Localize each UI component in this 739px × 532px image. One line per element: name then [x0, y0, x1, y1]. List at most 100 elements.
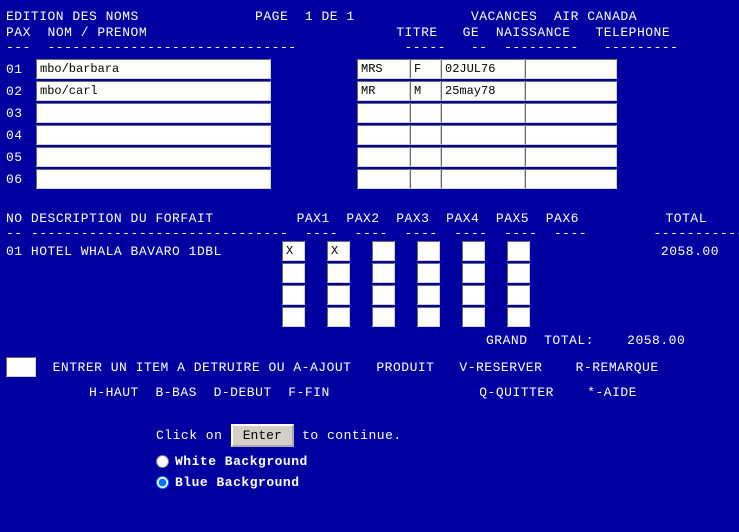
forfait-dashes: -- ------------------------------- ---- …	[6, 226, 733, 240]
header-line-1: EDITION DES NOMS PAGE 1 DE 1 VACANCES AI…	[6, 8, 733, 24]
pax-name-input[interactable]	[36, 125, 271, 145]
pax-titre-input[interactable]	[357, 81, 410, 101]
page-of: DE	[322, 9, 339, 24]
pax-naissance-input[interactable]	[441, 59, 525, 79]
cmd-v-reserver: V-RESERVER	[459, 360, 542, 375]
pax-telephone-input[interactable]	[525, 147, 617, 167]
pax-telephone-input[interactable]	[525, 169, 617, 189]
pax-naissance-input[interactable]	[441, 81, 525, 101]
forfait-pax6-input[interactable]	[507, 307, 530, 327]
forfait-pax1-input[interactable]	[282, 307, 305, 327]
page-label: PAGE	[255, 9, 288, 24]
enter-button[interactable]: Enter	[231, 424, 294, 447]
pax-ge-input[interactable]	[410, 147, 441, 167]
command-area: ENTRER UN ITEM A DETRUIRE OU A-AJOUT PRO…	[6, 356, 733, 400]
pax-number: 05	[6, 150, 36, 165]
pax-telephone-input[interactable]	[525, 59, 617, 79]
cmd-star-aide: *-AIDE	[587, 385, 637, 400]
pax-titre-input[interactable]	[357, 147, 410, 167]
passenger-row: 05	[6, 146, 733, 168]
forfait-pax6-input[interactable]	[507, 241, 530, 261]
forfait-pax2-input[interactable]	[327, 241, 350, 261]
col-pax: PAX	[6, 25, 31, 40]
passenger-grid: 01 02 0304 05 06	[6, 58, 733, 190]
forfait-pax3-input[interactable]	[372, 307, 395, 327]
forfait-pax4-input[interactable]	[417, 263, 440, 283]
blue-bg-radio[interactable]	[156, 476, 169, 489]
brand-right: AIR CANADA	[554, 9, 637, 24]
grand-total-value: 2058.00	[627, 333, 685, 348]
pax-ge-input[interactable]	[410, 59, 441, 79]
passenger-row: 03	[6, 102, 733, 124]
pax-telephone-input[interactable]	[525, 125, 617, 145]
pax-name-input[interactable]	[36, 169, 271, 189]
passenger-row: 06	[6, 168, 733, 190]
cmd-q-quitter: Q-QUITTER	[479, 385, 554, 400]
pax-titre-input[interactable]	[357, 103, 410, 123]
forfait-pax1-input[interactable]	[282, 263, 305, 283]
forfait-pax1-input[interactable]	[282, 285, 305, 305]
forfait-pax6-input[interactable]	[507, 285, 530, 305]
pax-naissance-input[interactable]	[441, 125, 525, 145]
passenger-row: 01	[6, 58, 733, 80]
passenger-row: 04	[6, 124, 733, 146]
pax-name-input[interactable]	[36, 147, 271, 167]
pax-ge-input[interactable]	[410, 81, 441, 101]
passenger-row: 02	[6, 80, 733, 102]
to-continue-label: to continue.	[302, 428, 402, 443]
pax-ge-input[interactable]	[410, 169, 441, 189]
page-total: 1	[346, 9, 354, 24]
pax-naissance-input[interactable]	[441, 147, 525, 167]
col-naissance: NAISSANCE	[496, 25, 571, 40]
pax-telephone-input[interactable]	[525, 81, 617, 101]
pax-name-input[interactable]	[36, 81, 271, 101]
cmd-a-ajout: A-AJOUT	[293, 360, 351, 375]
forfait-pax3-input[interactable]	[372, 285, 395, 305]
pax-name-input[interactable]	[36, 103, 271, 123]
col-titre: TITRE	[396, 25, 438, 40]
pax-ge-input[interactable]	[410, 103, 441, 123]
forfait-pax3-input[interactable]	[372, 263, 395, 283]
forfait-hdr-pax3: PAX3	[396, 211, 429, 226]
forfait-hdr-pax1: PAX1	[297, 211, 330, 226]
pax-ge-input[interactable]	[410, 125, 441, 145]
forfait-pax4-input[interactable]	[417, 307, 440, 327]
pax-naissance-input[interactable]	[441, 169, 525, 189]
forfait-pax5-input[interactable]	[462, 285, 485, 305]
cmd-entrer: ENTRER UN ITEM A DETRUIRE OU	[53, 360, 285, 375]
forfait-pax2-input[interactable]	[327, 285, 350, 305]
footer: Click on Enter to continue. White Backgr…	[6, 422, 733, 490]
title-left: EDITION DES NOMS	[6, 9, 139, 24]
white-bg-radio[interactable]	[156, 455, 169, 468]
cmd-h-haut: H-HAUT	[89, 385, 139, 400]
forfait-pax5-input[interactable]	[462, 307, 485, 327]
forfait-hdr-pax6: PAX6	[546, 211, 579, 226]
pax-titre-input[interactable]	[357, 125, 410, 145]
col-telephone: TELEPHONE	[595, 25, 670, 40]
pax-naissance-input[interactable]	[441, 103, 525, 123]
forfait-pax2-input[interactable]	[327, 307, 350, 327]
pax-telephone-input[interactable]	[525, 103, 617, 123]
forfait-hdr-desc: DESCRIPTION DU FORFAIT	[31, 211, 214, 226]
blue-bg-label: Blue Background	[175, 475, 300, 490]
pax-titre-input[interactable]	[357, 59, 410, 79]
forfait-pax5-input[interactable]	[462, 241, 485, 261]
pax-name-input[interactable]	[36, 59, 271, 79]
forfait-no: 01	[6, 244, 23, 259]
forfait-hdr-pax4: PAX4	[446, 211, 479, 226]
forfait-pax3-input[interactable]	[372, 241, 395, 261]
forfait-pax4-input[interactable]	[417, 285, 440, 305]
forfait-pax1-input[interactable]	[282, 241, 305, 261]
click-on-label: Click on	[156, 428, 222, 443]
forfait-hdr-pax5: PAX5	[496, 211, 529, 226]
forfait-pax2-input[interactable]	[327, 263, 350, 283]
forfait-pax6-input[interactable]	[507, 263, 530, 283]
forfait-pax4-input[interactable]	[417, 241, 440, 261]
pax-titre-input[interactable]	[357, 169, 410, 189]
forfait-row: 01 HOTEL WHALA BAVARO 1DBL2058.00	[6, 240, 733, 262]
command-input[interactable]	[6, 357, 36, 377]
grand-total-row: GRAND TOTAL: 2058.00	[6, 332, 733, 348]
forfait-pax5-input[interactable]	[462, 263, 485, 283]
col-ge: GE	[463, 25, 480, 40]
pax-number: 02	[6, 84, 36, 99]
